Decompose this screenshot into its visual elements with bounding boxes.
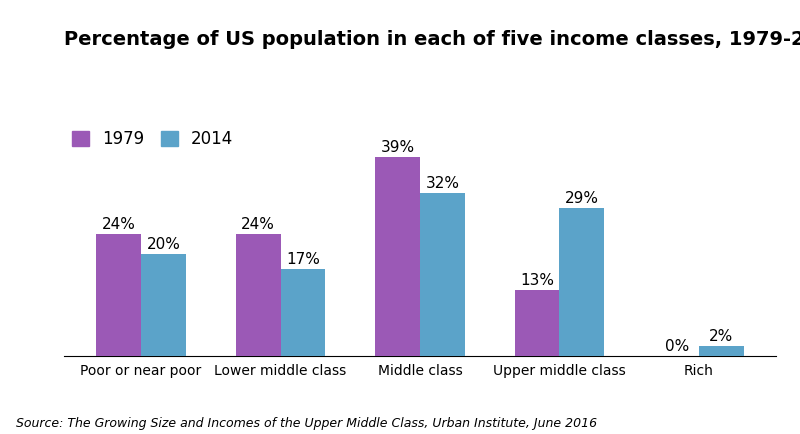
Text: 24%: 24% xyxy=(102,217,136,232)
Text: 0%: 0% xyxy=(665,339,689,354)
Text: 39%: 39% xyxy=(381,140,414,155)
Text: 13%: 13% xyxy=(520,273,554,288)
Text: Source: The Growing Size and Incomes of the Upper Middle Class, Urban Institute,: Source: The Growing Size and Incomes of … xyxy=(16,417,597,430)
Bar xyxy=(375,157,420,356)
Text: 29%: 29% xyxy=(565,191,599,206)
Bar xyxy=(515,289,559,356)
Text: 20%: 20% xyxy=(146,237,180,252)
Bar xyxy=(559,208,604,356)
Text: 24%: 24% xyxy=(242,217,275,232)
Text: 17%: 17% xyxy=(286,252,320,267)
Text: 2%: 2% xyxy=(709,329,734,344)
Bar xyxy=(281,269,325,356)
Text: Percentage of US population in each of five income classes, 1979-2014: Percentage of US population in each of f… xyxy=(64,30,800,49)
Bar xyxy=(420,193,465,356)
Bar xyxy=(699,346,744,356)
Bar xyxy=(96,233,141,356)
Bar xyxy=(236,233,281,356)
Text: 32%: 32% xyxy=(426,176,459,191)
Bar xyxy=(141,254,186,356)
Legend: 1979, 2014: 1979, 2014 xyxy=(72,130,234,148)
